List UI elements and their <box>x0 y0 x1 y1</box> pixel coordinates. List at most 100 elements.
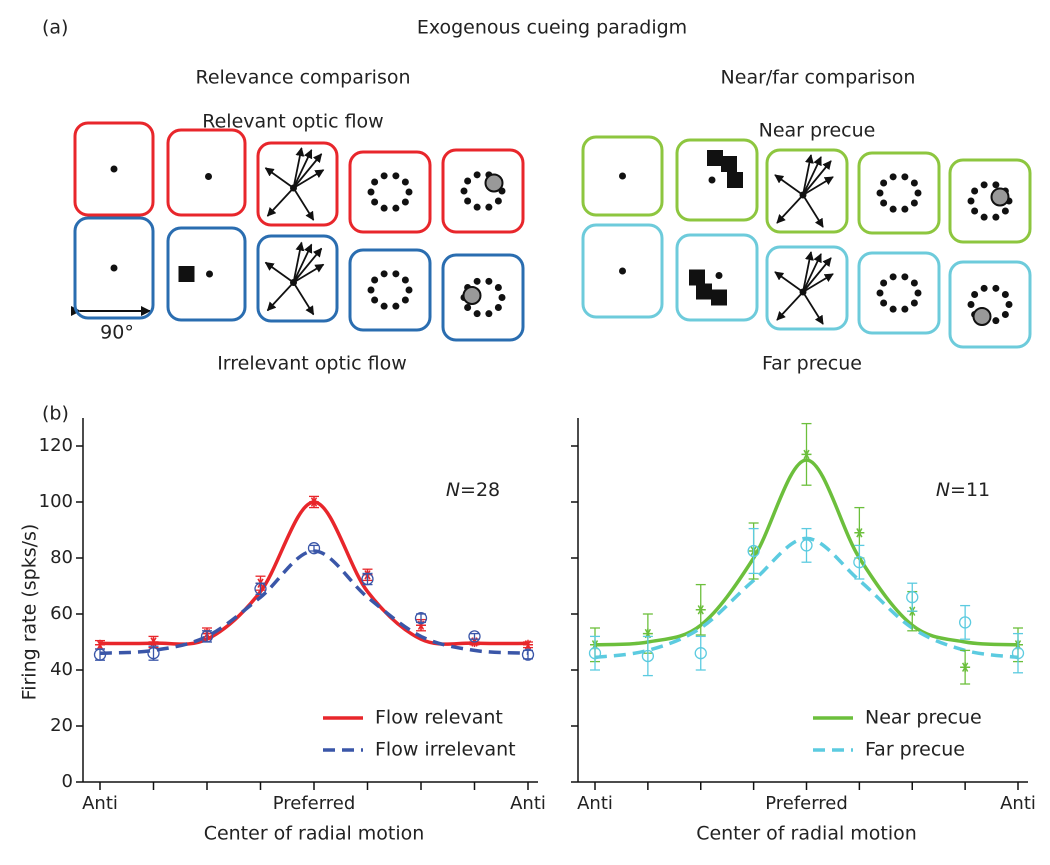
data-point <box>468 630 481 643</box>
frame <box>581 223 664 319</box>
frame <box>256 234 339 323</box>
dot <box>473 171 481 179</box>
x-tick-label: Preferred <box>273 793 356 814</box>
dot <box>392 172 400 180</box>
dot <box>901 305 909 313</box>
dot <box>971 187 979 195</box>
dot <box>110 165 118 173</box>
y-tick-label: 20 <box>50 715 73 736</box>
row-label: Relevant optic flow <box>202 111 383 133</box>
data-point <box>523 639 533 650</box>
legend-label: Near precue <box>865 707 982 729</box>
error-bar <box>1013 632 1023 674</box>
dot <box>380 204 388 212</box>
panel-label: (b) <box>42 403 69 425</box>
cue-square <box>711 289 727 306</box>
dot <box>392 204 400 212</box>
flow-arrow <box>802 156 822 196</box>
flow-arrow <box>776 194 804 224</box>
error-bar <box>748 527 759 575</box>
dot <box>971 207 979 215</box>
row-label: Near precue <box>759 120 876 142</box>
error-bar <box>907 582 918 612</box>
data-point <box>309 497 319 507</box>
data-point <box>695 604 706 615</box>
dot <box>367 188 375 196</box>
dot <box>901 205 909 213</box>
dot <box>880 279 888 287</box>
frame <box>73 216 155 320</box>
data-point <box>95 639 105 650</box>
error-bar <box>642 635 653 677</box>
flow-arrow <box>264 167 295 189</box>
error-bar <box>523 649 533 660</box>
flow-arrow <box>802 154 814 196</box>
dot <box>380 302 388 310</box>
legend-label: Flow relevant <box>375 707 503 729</box>
dot <box>910 179 918 187</box>
x-tick-label: Anti <box>1000 793 1036 814</box>
flow-arrow <box>292 243 313 283</box>
row-label: Irrelevant optic flow <box>217 353 407 375</box>
panel-label: (a) <box>42 17 68 39</box>
dot <box>392 302 400 310</box>
scale-label: 90° <box>100 322 134 344</box>
target <box>484 173 504 193</box>
data-point <box>93 648 107 661</box>
group-title: Near/far comparison <box>721 67 916 89</box>
dot <box>971 291 979 299</box>
x-tick-label: Anti <box>510 793 546 814</box>
flow-arrow <box>802 194 824 228</box>
dot <box>708 176 716 184</box>
y-tick-label: 40 <box>50 659 73 680</box>
data-point <box>361 572 374 586</box>
dot <box>715 272 723 279</box>
frame <box>441 253 525 342</box>
y-tick-label: 0 <box>62 771 73 792</box>
figure-title: Exogenous cueing paradigm <box>417 17 687 39</box>
data-point <box>521 648 535 661</box>
dot <box>980 213 988 221</box>
error-bar <box>801 527 812 563</box>
dot <box>485 277 493 285</box>
dot <box>1001 310 1009 318</box>
frame <box>441 148 525 234</box>
frame <box>857 151 941 235</box>
y-tick-label: 60 <box>50 603 73 624</box>
y-tick-label: 120 <box>39 435 73 456</box>
dot <box>494 284 502 292</box>
flow-arrow <box>264 261 295 284</box>
frame <box>581 135 664 217</box>
error-bar <box>695 635 706 671</box>
dot <box>380 270 388 278</box>
dot <box>914 289 922 297</box>
error-bar <box>416 613 426 624</box>
frame <box>948 158 1032 244</box>
flow-arrow <box>802 176 834 196</box>
dot <box>206 270 213 278</box>
dot <box>992 181 1000 189</box>
x-axis-label: Center of radial motion <box>696 823 917 845</box>
fit-curve <box>99 549 529 655</box>
frame <box>948 260 1032 349</box>
data-point <box>747 544 760 558</box>
dot <box>980 284 988 292</box>
data-point <box>147 647 160 660</box>
dot <box>910 199 918 207</box>
data-point <box>906 591 919 604</box>
dot <box>401 178 409 186</box>
frame <box>256 141 339 227</box>
dot <box>205 173 212 180</box>
dot <box>880 179 888 187</box>
x-tick-label: Preferred <box>765 793 848 814</box>
dot <box>880 199 888 207</box>
flow-arrow <box>776 291 804 321</box>
dot <box>992 213 1000 221</box>
dot <box>405 188 413 196</box>
flow-arrow <box>774 174 804 196</box>
x-tick-label: Anti <box>82 793 118 814</box>
legend-label: Flow irrelevant <box>375 739 516 761</box>
fit-curve <box>99 500 529 646</box>
cue-square <box>689 269 705 286</box>
